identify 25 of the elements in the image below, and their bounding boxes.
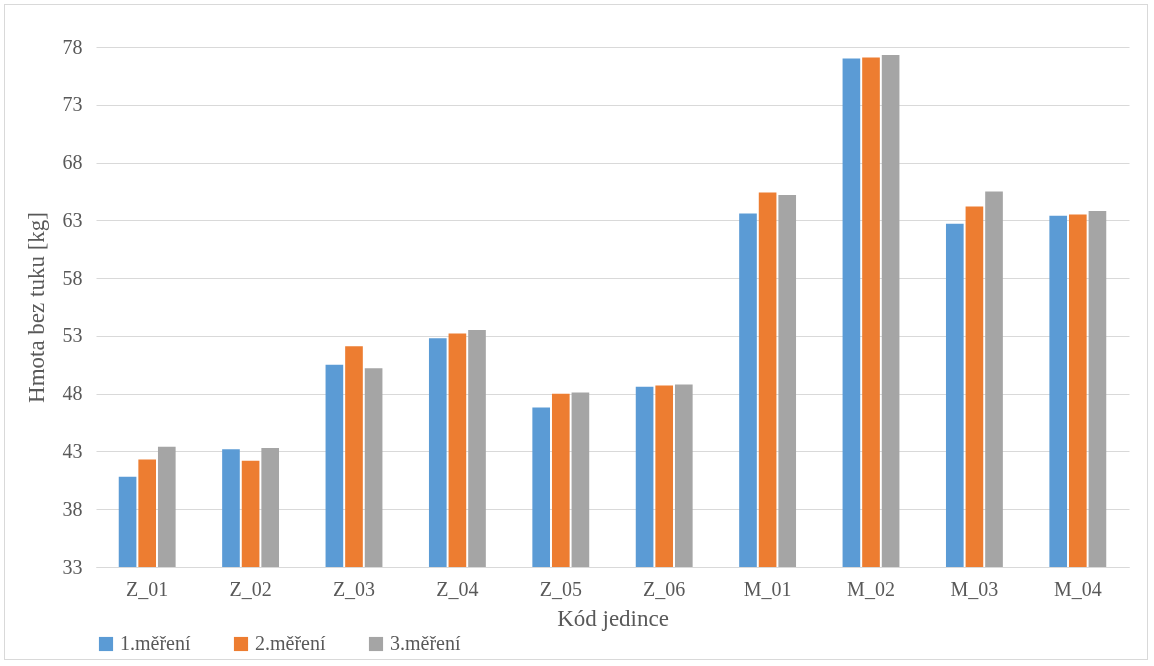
y-tick-label: 58 — [62, 266, 83, 289]
y-tick-label: 43 — [62, 439, 83, 462]
y-tick-label: 73 — [62, 93, 83, 116]
x-tick-label: M_02 — [847, 577, 895, 600]
x-tick-label: Z_06 — [643, 577, 686, 600]
legend-label: 2.měření — [255, 632, 326, 654]
x-tick-label: Z_02 — [229, 577, 272, 600]
y-tick-label: 48 — [62, 382, 83, 405]
x-axis-title: Kód jedince — [557, 605, 669, 631]
y-tick-label: 78 — [62, 35, 83, 58]
x-tick-label: M_04 — [1053, 577, 1102, 600]
x-tick-label: Z_04 — [436, 577, 479, 600]
y-tick-label: 38 — [62, 497, 83, 520]
y-tick-label: 53 — [62, 324, 83, 347]
x-tick-label: Z_01 — [126, 577, 169, 600]
x-tick-label: Z_03 — [332, 577, 376, 600]
x-tick-label: Z_05 — [539, 577, 582, 600]
x-tick-label: M_01 — [743, 577, 792, 600]
x-tick-label: M_03 — [950, 577, 999, 600]
y-tick-label: 33 — [62, 555, 83, 578]
y-axis-title: Hmota bez tuku [kg] — [23, 212, 49, 403]
legend-label: 1.měření — [120, 632, 191, 654]
y-tick-label: 63 — [62, 208, 83, 231]
legend-label: 3.měření — [390, 632, 461, 654]
y-tick-label: 68 — [62, 151, 83, 174]
